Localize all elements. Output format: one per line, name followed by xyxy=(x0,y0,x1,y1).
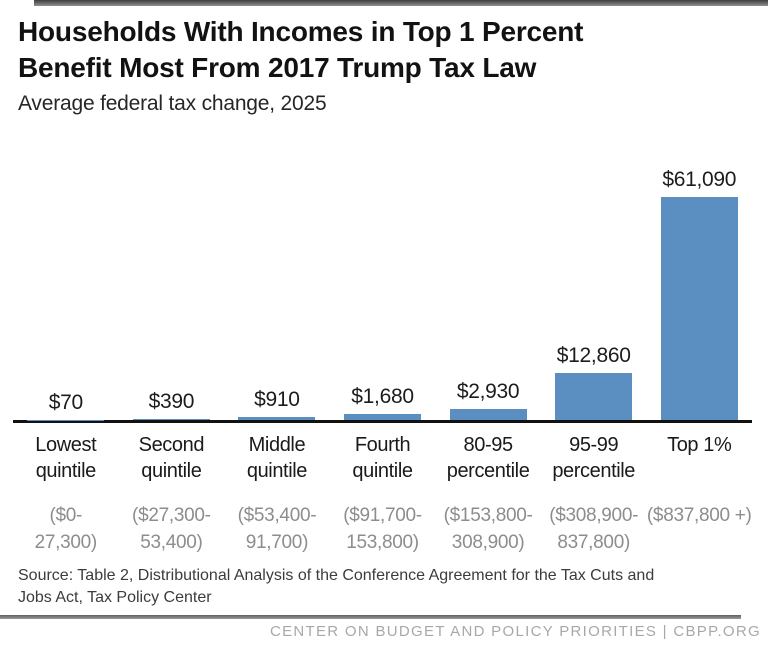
bars-area: $70 $390 $910 $1,680 $2,930 $12,860 $61,090 xyxy=(13,167,752,420)
bar-column: $390 xyxy=(119,167,225,420)
top-accent-bar xyxy=(34,0,768,6)
bar-column: $70 xyxy=(13,167,119,420)
bar xyxy=(660,197,738,420)
income-range-label: ($153,800- 308,900) xyxy=(443,505,533,553)
category-label: Middle quintile xyxy=(246,434,308,482)
source-note: Source: Table 2, Distributional Analysis… xyxy=(18,565,748,609)
bar-column: $12,860 xyxy=(541,167,647,420)
footer-divider xyxy=(0,615,741,619)
bar-value-label: $70 xyxy=(48,390,83,414)
category-label: Fourth quintile xyxy=(352,434,413,482)
income-range-label: ($837,800 +) xyxy=(646,505,752,526)
income-range-label: ($53,400- 91,700) xyxy=(237,505,317,553)
chart-title: Households With Incomes in Top 1 Percent… xyxy=(18,14,752,86)
bar-column: $910 xyxy=(224,167,330,420)
income-range-label: ($0- 27,300) xyxy=(34,505,98,553)
bar xyxy=(238,416,316,420)
bar-column: $2,930 xyxy=(435,167,541,420)
income-range-label: ($27,300- 53,400) xyxy=(132,505,211,553)
category-label: 80-95 percentile xyxy=(446,434,530,482)
source-line2: Jobs Act, Tax Policy Center xyxy=(18,589,212,606)
bar xyxy=(132,418,210,420)
bar xyxy=(555,373,633,420)
category-label: Second quintile xyxy=(138,434,205,482)
bar-value-label: $2,930 xyxy=(456,380,520,404)
chart-title-line2: Benefit Most From 2017 Trump Tax Law xyxy=(18,52,537,83)
category-label: 95-99 percentile xyxy=(552,434,636,482)
bar xyxy=(344,413,422,420)
bar-value-label: $910 xyxy=(254,387,300,411)
bar-column: $61,090 xyxy=(646,167,752,420)
bar xyxy=(449,409,527,420)
x-axis-line xyxy=(13,420,752,423)
income-range-label: ($308,900- 837,800) xyxy=(549,505,639,553)
bar-column: $1,680 xyxy=(330,167,436,420)
bar-value-label: $12,860 xyxy=(556,344,631,368)
category-label: Lowest quintile xyxy=(35,434,97,482)
category-label: Top 1% xyxy=(667,434,732,456)
footer-credit: CENTER ON BUDGET AND POLICY PRIORITIES |… xyxy=(269,623,761,640)
income-range-label: ($91,700- 153,800) xyxy=(343,505,422,553)
source-line1: Source: Table 2, Distributional Analysis… xyxy=(18,567,655,584)
chart-title-line1: Households With Incomes in Top 1 Percent xyxy=(18,16,584,47)
bar-chart: $70 $390 $910 $1,680 $2,930 $12,860 $61,090 Lo… xyxy=(13,167,752,556)
bar-value-label: $61,090 xyxy=(662,168,737,191)
bar-value-label: $1,680 xyxy=(351,384,414,408)
income-ranges-row: ($0- 27,300) ($27,300- 53,400) ($53,400- 91,7… xyxy=(13,502,752,556)
bar-value-label: $390 xyxy=(148,389,195,413)
chart-subtitle: Average federal tax change, 2025 xyxy=(18,92,327,115)
category-labels-row: Lowest quintile Second quintile Middle quinti… xyxy=(13,423,752,484)
